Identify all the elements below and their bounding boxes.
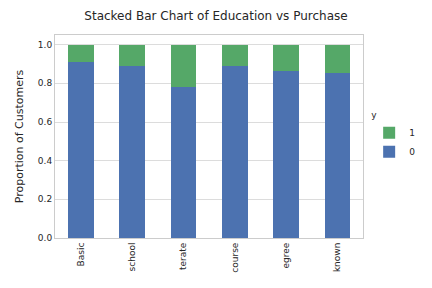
svg-text:known: known [332,243,342,273]
svg-text:0.2: 0.2 [38,194,52,204]
svg-text:Proportion of Customers: Proportion of Customers [13,69,26,203]
svg-text:0.8: 0.8 [38,78,53,88]
svg-text:Stacked Bar Chart of Education: Stacked Bar Chart of Education vs Purcha… [84,9,347,23]
svg-text:Basic: Basic [76,243,86,267]
svg-text:school: school [127,243,137,272]
svg-text:0.0: 0.0 [38,233,53,243]
svg-text:terate: terate [178,242,188,270]
svg-text:0.4: 0.4 [38,156,53,166]
svg-text:egree: egree [281,242,291,268]
svg-text:1.0: 1.0 [38,40,53,50]
svg-text:y: y [371,110,377,120]
svg-text:0: 0 [409,147,415,157]
svg-text:1: 1 [409,128,415,138]
svg-text:0.6: 0.6 [38,117,53,127]
svg-text:course: course [230,242,240,273]
